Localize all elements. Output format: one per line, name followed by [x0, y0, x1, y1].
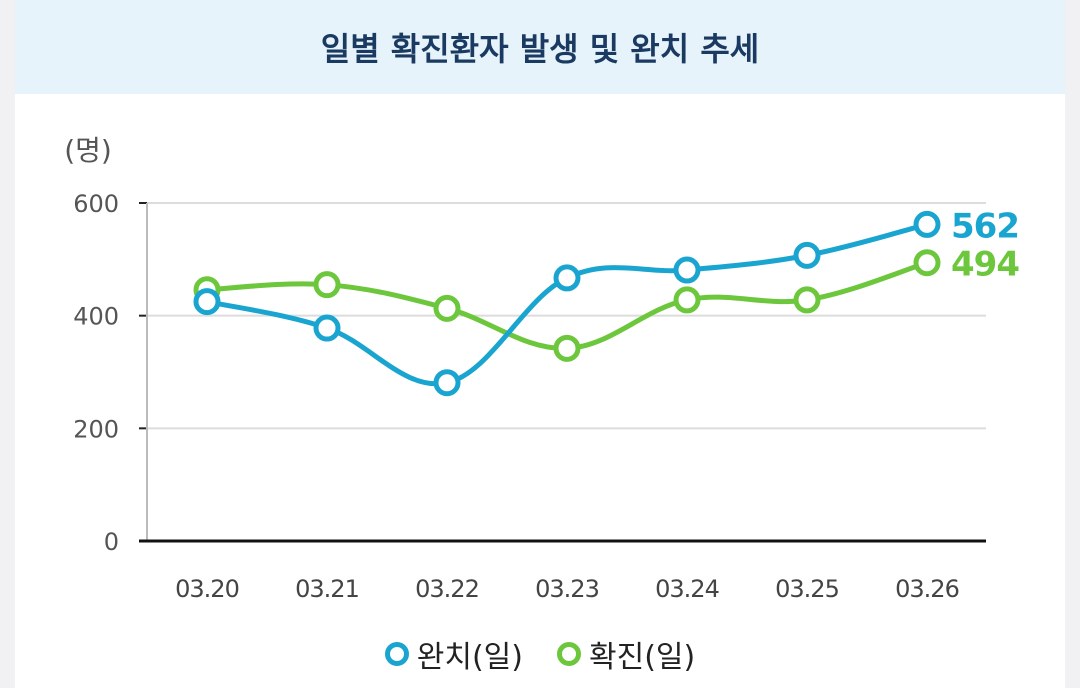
x-tick-label: 03.21: [295, 575, 359, 603]
end-value-label: 562: [951, 206, 1019, 246]
legend-marker-confirmed-icon: [557, 642, 581, 666]
legend-label-recovered: 완치(일): [416, 640, 523, 675]
y-tick-label: 0: [104, 528, 119, 556]
data-point: [913, 210, 941, 238]
chart-legend: 완치(일) 확진(일): [0, 632, 1080, 676]
data-point: [673, 256, 701, 284]
data-point: [553, 264, 581, 292]
legend-marker-recovered-icon: [384, 642, 409, 666]
x-tick-label: 03.26: [895, 575, 959, 603]
x-tick-label: 03.24: [655, 575, 719, 603]
x-tick-label: 03.23: [535, 575, 599, 603]
data-point: [553, 334, 581, 362]
data-point: [313, 314, 341, 342]
data-point: [673, 286, 701, 314]
chart-title: 일별 확진환자 발생 및 완치 추세: [320, 30, 760, 68]
x-tick-label: 03.25: [775, 575, 839, 603]
data-point: [313, 271, 341, 299]
y-tick-label: 200: [73, 415, 119, 443]
chart-header: 일별 확진환자 발생 및 완치 추세: [15, 0, 1065, 94]
data-point: [433, 369, 461, 397]
data-point: [913, 249, 941, 277]
x-tick-label: 03.22: [415, 575, 479, 603]
legend-item-recovered: 완치(일): [384, 632, 523, 676]
y-tick-label: 600: [73, 190, 119, 218]
data-point: [793, 241, 821, 269]
data-point: [193, 288, 221, 316]
legend-label-confirmed: 확진(일): [589, 640, 696, 675]
legend-item-confirmed: 확진(일): [557, 632, 695, 676]
y-axis-label: (명): [64, 134, 112, 167]
data-point: [433, 294, 461, 322]
x-tick-label: 03.20: [175, 575, 239, 603]
chart-card: 일별 확진환자 발생 및 완치 추세: [15, 0, 1065, 688]
y-tick-label: 400: [73, 303, 119, 331]
data-point: [793, 286, 821, 314]
end-value-label: 494: [951, 245, 1019, 285]
